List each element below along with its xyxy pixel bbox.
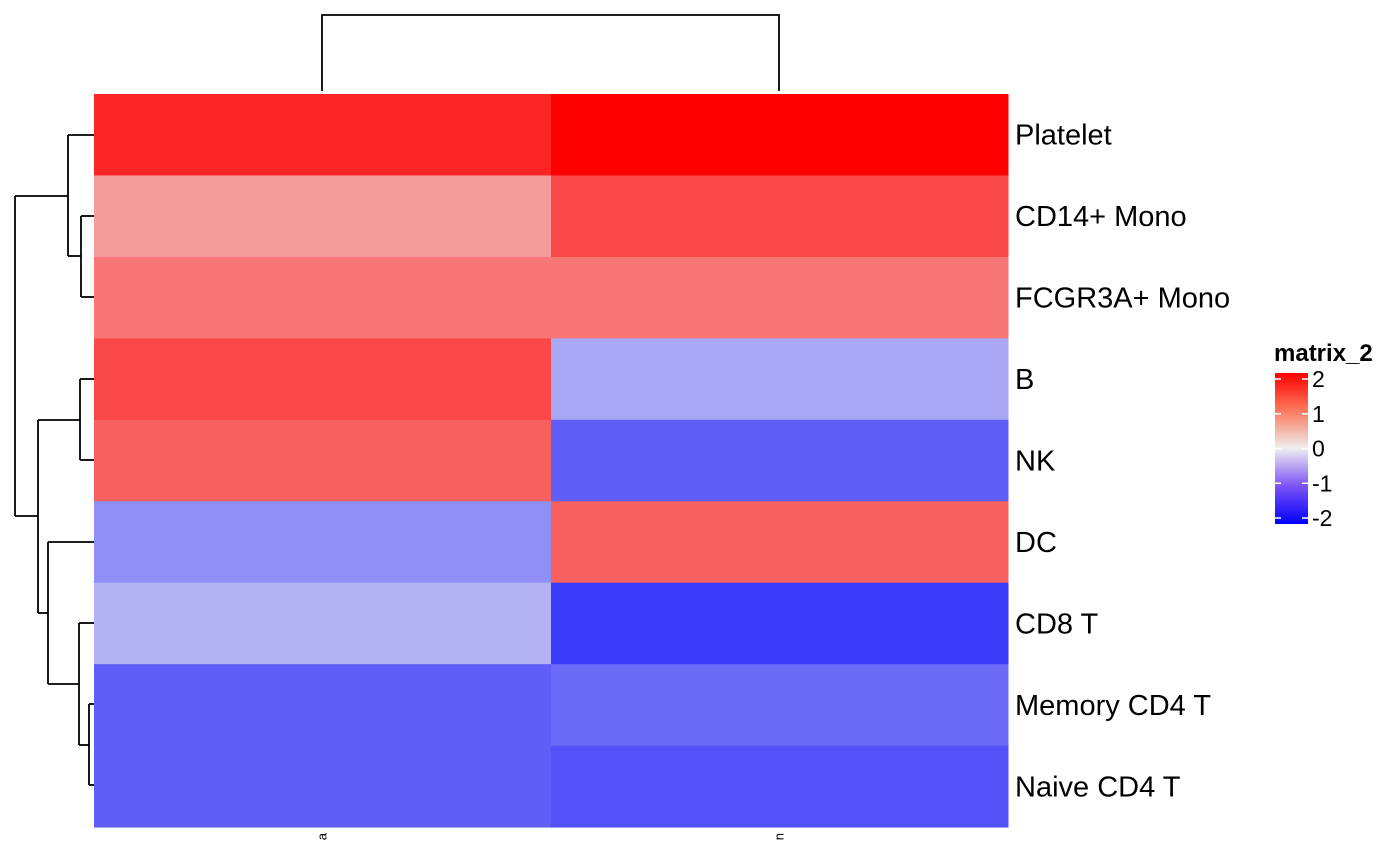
row-label: CD8 T — [1015, 608, 1099, 640]
heatmap-cells — [94, 94, 1009, 828]
legend-tick-label: 2 — [1312, 366, 1325, 392]
heatmap-cell — [94, 175, 552, 258]
heatmap-cell — [94, 256, 552, 339]
heatmap-cell — [551, 175, 1009, 258]
heatmap-cell — [94, 501, 552, 584]
legend-tick-label: -2 — [1312, 505, 1332, 531]
legend-ticks: 2 1 0 -1 -2 — [1275, 366, 1332, 531]
heatmap-cell — [551, 745, 1009, 828]
row-label: Memory CD4 T — [1015, 690, 1211, 722]
column-label: n — [772, 833, 787, 840]
column-dendrogram-branch — [321, 14, 780, 91]
color-legend: matrix_2 2 1 0 -1 -2 — [1274, 340, 1373, 531]
row-label: Platelet — [1015, 120, 1112, 152]
heatmap-cell — [551, 582, 1009, 665]
heatmap-cell — [551, 256, 1009, 339]
heatmap-cell — [94, 419, 552, 502]
legend-tick-label: -1 — [1312, 470, 1332, 496]
heatmap-cell — [551, 501, 1009, 584]
heatmap-cell — [94, 94, 552, 176]
heatmap-cell — [94, 664, 552, 747]
heatmap-cell — [94, 338, 552, 421]
heatmap-cell — [94, 745, 552, 828]
row-label: DC — [1015, 527, 1057, 559]
heatmap-cell — [551, 419, 1009, 502]
legend-title: matrix_2 — [1274, 340, 1373, 367]
legend-tick-label: 1 — [1312, 401, 1325, 427]
legend-tick-label: 0 — [1312, 436, 1325, 462]
row-dendrogram — [14, 134, 94, 786]
row-label: CD14+ Mono — [1015, 201, 1187, 233]
heatmap-cell — [94, 582, 552, 665]
row-label: FCGR3A+ Mono — [1015, 283, 1230, 315]
row-label: NK — [1015, 446, 1056, 478]
heatmap-cell — [551, 94, 1009, 176]
column-dendrogram — [321, 14, 780, 91]
column-label: a — [315, 832, 330, 840]
row-label: B — [1015, 364, 1034, 396]
row-labels: Platelet CD14+ Mono FCGR3A+ Mono B NK DC CD8 T… — [1015, 120, 1230, 804]
row-label: Naive CD4 T — [1015, 771, 1181, 803]
heatmap-cell — [551, 664, 1009, 747]
heatmap-cell — [551, 338, 1009, 421]
